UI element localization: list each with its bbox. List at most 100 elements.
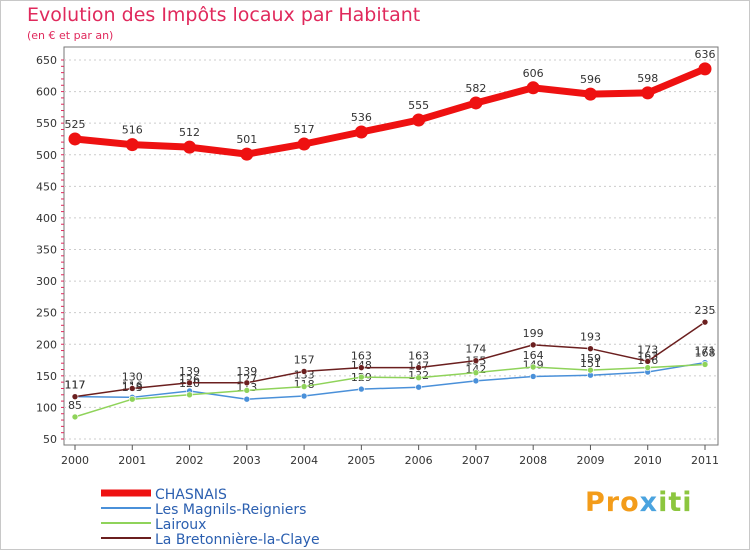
data-label: 199 (523, 327, 544, 340)
data-point (125, 138, 139, 152)
x-tick-label: 2008 (519, 454, 547, 467)
data-label: 582 (465, 82, 486, 95)
proxiti-logo: Proxiti (585, 487, 693, 518)
data-point (472, 369, 480, 376)
data-label: 163 (408, 350, 429, 363)
data-point (183, 140, 197, 154)
data-label: 151 (580, 357, 601, 370)
data-point (587, 366, 594, 374)
x-tick-label: 2006 (405, 454, 433, 467)
data-point (243, 379, 251, 387)
data-label: 517 (294, 123, 315, 136)
legend-label: La Bretonnière-la-Claye (155, 532, 320, 548)
x-tick-label: 2001 (118, 454, 146, 467)
data-point (701, 318, 709, 326)
data-point (240, 147, 254, 161)
y-tick-label: 600 (36, 86, 57, 99)
data-point (358, 373, 365, 381)
legend-label: Les Magnils-Reigniers (155, 502, 306, 518)
x-tick-label: 2003 (233, 454, 261, 467)
data-label: 512 (179, 126, 200, 139)
y-tick-label: 450 (36, 180, 57, 193)
plot-area (63, 46, 719, 446)
data-label: 168 (695, 346, 716, 359)
data-label: 139 (179, 365, 200, 378)
logo-part-1: Pro (585, 487, 640, 518)
data-label: 636 (695, 48, 716, 61)
data-point (415, 383, 422, 391)
x-tick-label: 2005 (347, 454, 375, 467)
data-point (68, 132, 82, 146)
data-point (587, 345, 594, 352)
data-point (529, 373, 537, 380)
data-point (529, 341, 537, 349)
data-label: 117 (65, 379, 86, 392)
chart-title: Evolution des Impôts locaux par Habitant (27, 4, 421, 26)
data-label: 606 (523, 67, 544, 80)
data-point (644, 358, 652, 365)
data-label: 598 (637, 72, 658, 85)
x-tick-label: 2009 (576, 454, 604, 467)
data-label: 164 (523, 349, 544, 362)
x-tick-label: 2010 (634, 454, 662, 467)
data-point (358, 385, 365, 393)
x-tick-label: 2000 (61, 454, 89, 467)
series-line (74, 321, 706, 398)
y-tick-label: 350 (36, 244, 57, 257)
data-label: 525 (65, 118, 86, 131)
data-point (186, 391, 193, 399)
data-point (526, 81, 540, 95)
data-label: 173 (637, 343, 658, 356)
y-tick-label: 400 (36, 212, 57, 225)
chart-subtitle: (en € et par an) (27, 29, 114, 42)
logo-part-3: iti (658, 487, 693, 518)
data-point (358, 364, 365, 371)
y-tick-label: 250 (36, 307, 57, 320)
x-tick-label: 2002 (176, 454, 204, 467)
y-tick-label: 300 (36, 275, 57, 288)
series-line (74, 361, 706, 400)
data-label: 193 (580, 331, 601, 344)
data-point (583, 87, 597, 101)
y-tick-label: 500 (36, 149, 57, 162)
data-label: 174 (465, 343, 486, 356)
x-tick-label: 2007 (462, 454, 490, 467)
data-point (415, 364, 422, 371)
data-point (644, 364, 652, 371)
legend-label: Lairoux (155, 517, 206, 533)
data-label: 130 (122, 370, 143, 383)
data-point (297, 137, 311, 151)
data-label: 536 (351, 111, 372, 124)
x-tick-label: 2004 (290, 454, 318, 467)
data-point (698, 62, 712, 76)
y-tick-label: 150 (36, 370, 57, 383)
data-point (300, 368, 308, 375)
data-label: 117 (65, 379, 86, 392)
data-label: 85 (68, 399, 82, 412)
data-point (300, 392, 308, 400)
series-line (74, 363, 706, 418)
data-point (186, 379, 193, 387)
data-point (128, 385, 136, 392)
data-point (354, 125, 368, 139)
data-point (641, 86, 655, 100)
data-point (472, 357, 480, 364)
data-point (243, 395, 251, 403)
data-point (412, 113, 426, 127)
data-point (472, 377, 480, 385)
data-point (469, 96, 483, 110)
data-point (71, 393, 79, 400)
data-point (128, 395, 136, 403)
data-point (529, 363, 537, 371)
data-label: 501 (236, 133, 257, 146)
data-label: 596 (580, 73, 601, 86)
data-label: 163 (637, 350, 658, 363)
data-label: 171 (695, 345, 716, 358)
data-label: 555 (408, 99, 429, 112)
logo-part-2: x (639, 487, 659, 518)
data-label: 163 (351, 350, 372, 363)
y-tick-label: 100 (36, 401, 57, 414)
legend-label: CHASNAIS (155, 487, 227, 503)
x-tick-label: 2011 (691, 454, 719, 467)
